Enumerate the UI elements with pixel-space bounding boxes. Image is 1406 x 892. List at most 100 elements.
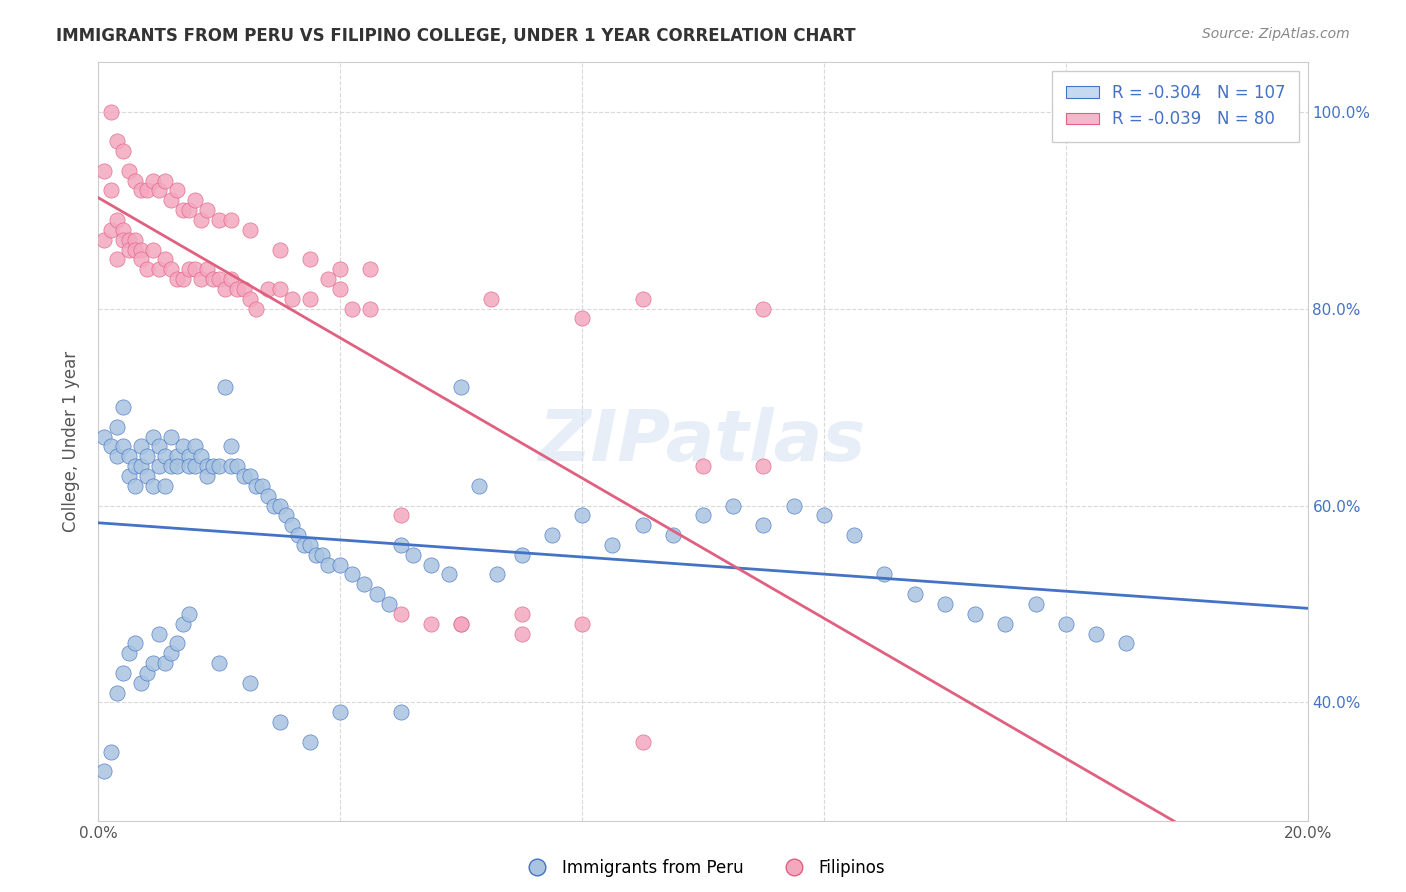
Point: [202, 272, 225, 286]
Point: [166, 450, 188, 464]
Point: [226, 459, 249, 474]
Point: [402, 548, 425, 562]
Point: [190, 272, 212, 286]
Legend: Immigrants from Peru, Filipinos: Immigrants from Peru, Filipinos: [513, 853, 893, 884]
Point: [93, 429, 115, 443]
Point: [783, 499, 806, 513]
Point: [118, 469, 141, 483]
Point: [934, 597, 956, 611]
Point: [172, 203, 194, 218]
Point: [329, 706, 352, 720]
Point: [118, 450, 141, 464]
Point: [481, 292, 503, 306]
Point: [904, 587, 927, 601]
Point: [256, 282, 278, 296]
Point: [184, 459, 207, 474]
Point: [166, 184, 188, 198]
Point: [752, 459, 775, 474]
Point: [124, 459, 146, 474]
Point: [153, 450, 176, 464]
Point: [179, 262, 201, 277]
Point: [389, 706, 412, 720]
Point: [135, 469, 157, 483]
Point: [105, 419, 128, 434]
Point: [195, 459, 218, 474]
Point: [305, 548, 328, 562]
Point: [571, 508, 593, 523]
Point: [153, 479, 176, 493]
Point: [124, 243, 146, 257]
Point: [221, 213, 243, 227]
Point: [661, 528, 683, 542]
Point: [160, 429, 183, 443]
Point: [179, 459, 201, 474]
Point: [269, 715, 291, 730]
Point: [571, 616, 593, 631]
Point: [195, 262, 218, 277]
Point: [366, 587, 388, 601]
Point: [631, 518, 654, 533]
Point: [571, 311, 593, 326]
Point: [111, 440, 134, 454]
Point: [486, 567, 509, 582]
Point: [129, 184, 152, 198]
Point: [208, 213, 231, 227]
Point: [316, 272, 339, 286]
Point: [263, 499, 285, 513]
Point: [221, 459, 243, 474]
Point: [129, 675, 152, 690]
Point: [239, 223, 262, 237]
Point: [752, 518, 775, 533]
Point: [195, 203, 218, 218]
Point: [389, 508, 412, 523]
Point: [299, 735, 322, 749]
Text: IMMIGRANTS FROM PERU VS FILIPINO COLLEGE, UNDER 1 YEAR CORRELATION CHART: IMMIGRANTS FROM PERU VS FILIPINO COLLEGE…: [56, 27, 856, 45]
Point: [148, 262, 170, 277]
Point: [129, 252, 152, 267]
Point: [214, 282, 236, 296]
Point: [208, 459, 231, 474]
Point: [172, 272, 194, 286]
Point: [179, 203, 201, 218]
Point: [269, 282, 291, 296]
Point: [124, 479, 146, 493]
Point: [540, 528, 562, 542]
Point: [311, 548, 333, 562]
Point: [602, 538, 624, 552]
Point: [148, 459, 170, 474]
Point: [813, 508, 835, 523]
Point: [179, 450, 201, 464]
Point: [208, 656, 231, 670]
Point: [142, 479, 165, 493]
Point: [844, 528, 866, 542]
Point: [105, 450, 128, 464]
Point: [510, 626, 533, 640]
Point: [221, 272, 243, 286]
Point: [1024, 597, 1046, 611]
Point: [221, 440, 243, 454]
Point: [166, 459, 188, 474]
Point: [692, 508, 714, 523]
Point: [692, 459, 714, 474]
Point: [214, 380, 236, 394]
Point: [160, 262, 183, 277]
Point: [129, 243, 152, 257]
Point: [299, 292, 322, 306]
Point: [124, 636, 146, 650]
Point: [118, 163, 141, 178]
Point: [208, 272, 231, 286]
Point: [287, 528, 309, 542]
Point: [111, 144, 134, 158]
Point: [437, 567, 460, 582]
Point: [360, 262, 382, 277]
Point: [450, 616, 472, 631]
Point: [631, 292, 654, 306]
Point: [153, 656, 176, 670]
Point: [135, 184, 157, 198]
Point: [148, 626, 170, 640]
Point: [239, 292, 262, 306]
Point: [510, 548, 533, 562]
Point: [135, 665, 157, 680]
Point: [142, 243, 165, 257]
Point: [377, 597, 399, 611]
